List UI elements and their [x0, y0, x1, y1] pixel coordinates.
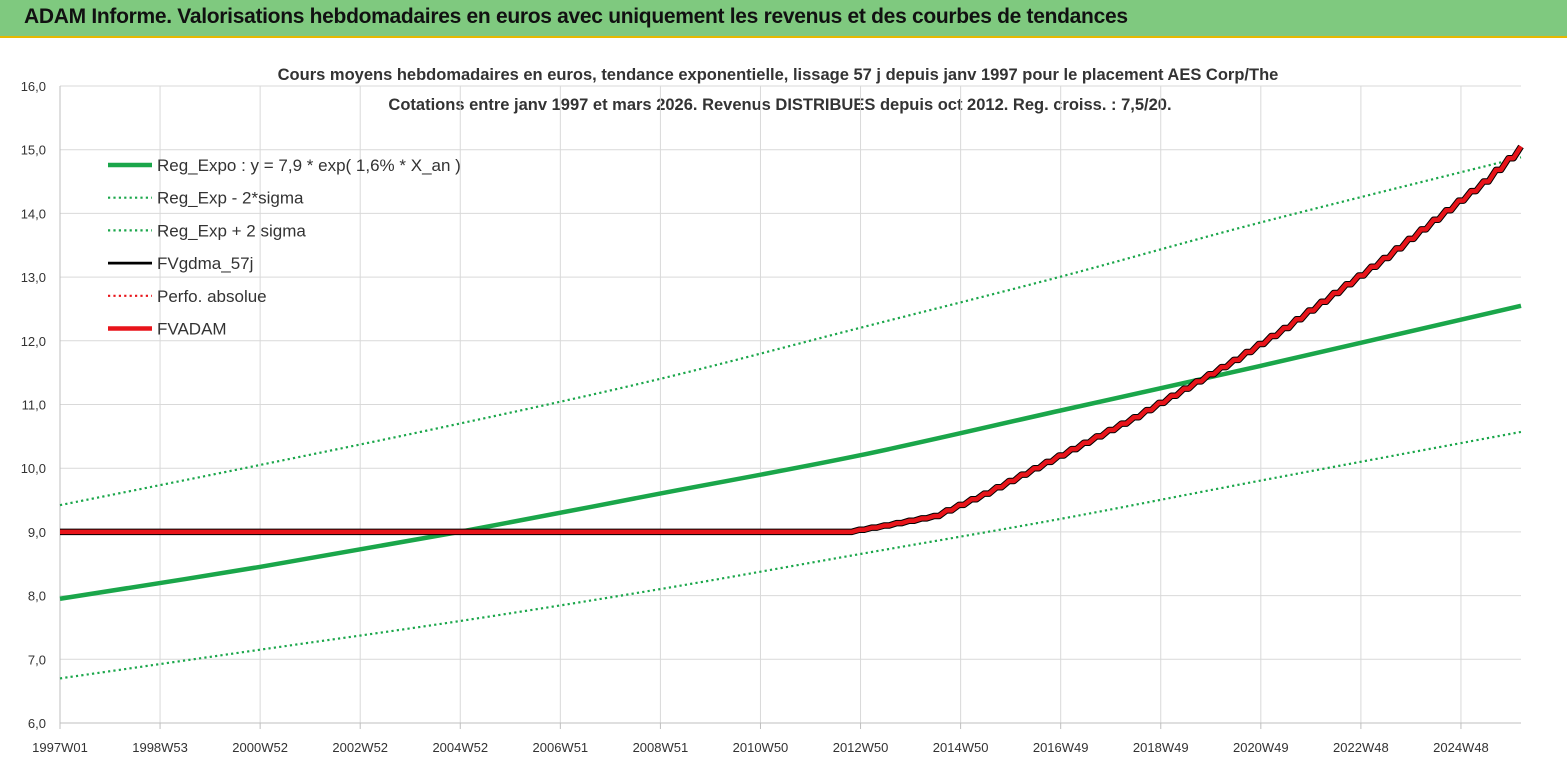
chart-title-line2: Cotations entre janv 1997 et mars 2026. …: [388, 96, 1171, 114]
x-tick-label: 2006W51: [533, 740, 589, 755]
y-axis: 6,0 7,0 8,0 9,0 10,0 11,0 12,0 13,0 14,0 15,0 16,0: [21, 79, 46, 731]
x-tick-label: 2000W52: [232, 740, 288, 755]
legend-label: FVADAM: [157, 320, 227, 339]
y-tick-label: 7,0: [28, 652, 46, 667]
grid: [59, 85, 1521, 724]
x-tick-label: 2002W52: [332, 740, 388, 755]
legend-label: Reg_Exp + 2 sigma: [157, 221, 306, 240]
y-tick-label: 8,0: [28, 589, 46, 604]
y-tick-label: 9,0: [28, 525, 46, 540]
series-lines: [59, 144, 1524, 680]
chart-area: Cours moyens hebdomadaires en euros, ten…: [0, 40, 1567, 783]
x-tick-label: 1997W01: [32, 740, 88, 755]
report-header: ADAM Informe. Valorisations hebdomadaire…: [0, 0, 1567, 38]
y-tick-label: 15,0: [21, 143, 46, 158]
y-tick-label: 6,0: [28, 716, 46, 731]
x-tick-label: 1998W53: [132, 740, 188, 755]
legend: Reg_Expo : y = 7,9 * exp( 1,6% * X_an ) R…: [108, 156, 461, 339]
x-tick-label: 2022W48: [1333, 740, 1389, 755]
chart-title-line1: Cours moyens hebdomadaires en euros, ten…: [278, 66, 1279, 84]
y-tick-label: 11,0: [22, 398, 46, 413]
x-tick-label: 2014W50: [933, 740, 989, 755]
y-tick-label: 13,0: [21, 270, 46, 285]
y-tick-label: 16,0: [21, 79, 46, 94]
x-tick-label: 2020W49: [1233, 740, 1289, 755]
series-line-fvadam-top: [60, 145, 1523, 534]
y-tick-label: 14,0: [21, 206, 46, 221]
x-tick-label: 2024W48: [1433, 740, 1489, 755]
series-line-0: [59, 303, 1522, 602]
legend-label: FVgdma_57j: [157, 254, 253, 273]
x-tick-label: 2012W50: [833, 740, 889, 755]
x-tick-label: 2016W49: [1033, 740, 1089, 755]
y-tick-label: 12,0: [21, 334, 46, 349]
legend-label: Reg_Exp - 2*sigma: [157, 189, 304, 208]
report-title: ADAM Informe. Valorisations hebdomadaire…: [24, 5, 1128, 28]
x-tick-label: 2018W49: [1133, 740, 1189, 755]
line-chart: Cours moyens hebdomadaires en euros, ten…: [21, 66, 1524, 755]
series-line-2: [59, 156, 1522, 507]
y-tick-label: 10,0: [21, 461, 46, 476]
x-tick-label: 2004W52: [432, 740, 488, 755]
x-tick-label: 2008W51: [633, 740, 689, 755]
x-tick-label: 2010W50: [733, 740, 789, 755]
legend-label: Reg_Expo : y = 7,9 * exp( 1,6% * X_an ): [157, 156, 461, 175]
legend-label: Perfo. absolue: [157, 287, 267, 306]
x-axis: 1997W01 1998W53 2000W52 2002W52 2004W52 2006W…: [32, 723, 1489, 755]
